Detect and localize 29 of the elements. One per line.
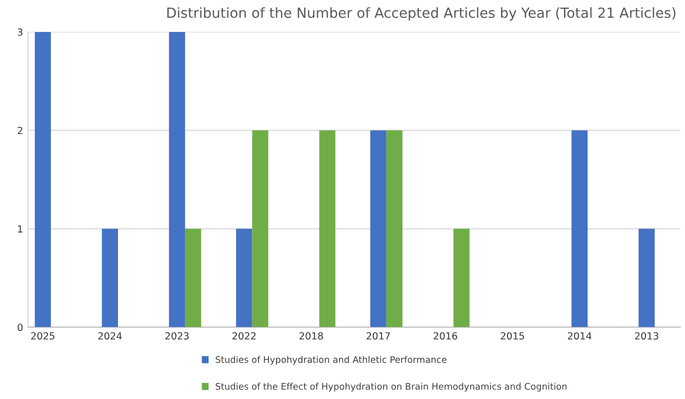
bar	[168, 32, 186, 328]
x-tick-label: 2013	[635, 332, 658, 340]
x-tick-label: 2014	[568, 332, 592, 340]
x-tick-label: 2015	[500, 332, 524, 340]
bar	[102, 228, 118, 328]
y-tick-label: 0	[18, 324, 23, 332]
legend-label: Studies of Hypohydration and Athletic Performance	[216, 356, 446, 365]
x-tick-label: 2024	[98, 332, 122, 340]
bar	[453, 228, 470, 328]
y-tick-label: 1	[18, 225, 22, 232]
bar	[572, 130, 588, 328]
x-tick-label: 2017	[366, 332, 390, 340]
y-tick-label: 2	[18, 126, 22, 134]
bar	[319, 130, 336, 328]
x-tick-label: 2018	[300, 332, 323, 340]
bar	[370, 130, 386, 328]
x-tick-label: 2025	[31, 332, 54, 340]
chart-title: Distribution of the Number of Accepted Articles by Year (Total 21 Articles)	[167, 7, 676, 21]
x-tick-label: 2023	[165, 332, 189, 340]
y-tick-label: 3	[18, 28, 22, 36]
legend-label: Studies of the Effect of Hypohydration on Brain Hemodynamics and Cognition	[216, 382, 567, 392]
bar	[252, 130, 268, 328]
bar	[34, 32, 51, 328]
bar	[386, 130, 402, 328]
x-tick-label: 2016	[434, 332, 458, 340]
bar	[185, 228, 202, 328]
bar	[638, 228, 655, 328]
bar	[236, 228, 252, 328]
x-tick-label: 2022	[232, 332, 256, 340]
